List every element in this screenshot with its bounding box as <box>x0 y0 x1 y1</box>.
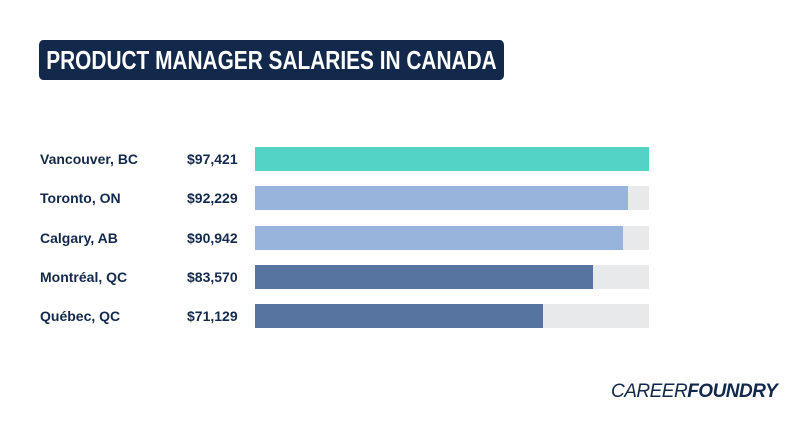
category-label: Québec, QC <box>40 308 121 324</box>
bar-track <box>255 265 649 289</box>
bar-track <box>255 186 649 210</box>
category-label: Toronto, ON <box>40 190 121 206</box>
value-label: $92,229 <box>187 190 238 206</box>
bar-row: Montréal, QC $83,570 <box>0 265 800 289</box>
bar-row: Toronto, ON $92,229 <box>0 186 800 210</box>
value-label: $90,942 <box>187 230 238 246</box>
value-label: $97,421 <box>187 151 238 167</box>
bar-track <box>255 226 649 250</box>
bar-track <box>255 304 649 328</box>
careerfoundry-logo: CAREERFOUNDRY <box>611 381 778 403</box>
bar <box>255 186 628 210</box>
bar <box>255 147 649 171</box>
bar-row: Calgary, AB $90,942 <box>0 226 800 250</box>
value-label: $83,570 <box>187 269 238 285</box>
logo-light-text: CAREER <box>611 381 688 402</box>
bar <box>255 226 623 250</box>
category-label: Montréal, QC <box>40 269 128 285</box>
bar-row: Vancouver, BC $97,421 <box>0 147 800 171</box>
chart-title: PRODUCT MANAGER SALARIES IN CANADA <box>39 40 504 80</box>
category-label: Calgary, AB <box>40 230 118 246</box>
category-label: Vancouver, BC <box>40 151 139 167</box>
bar <box>255 304 543 328</box>
bar-track <box>255 147 649 171</box>
logo-bold-text: FOUNDRY <box>687 381 778 402</box>
bar <box>255 265 593 289</box>
bar-row: Québec, QC $71,129 <box>0 304 800 328</box>
value-label: $71,129 <box>187 308 238 324</box>
